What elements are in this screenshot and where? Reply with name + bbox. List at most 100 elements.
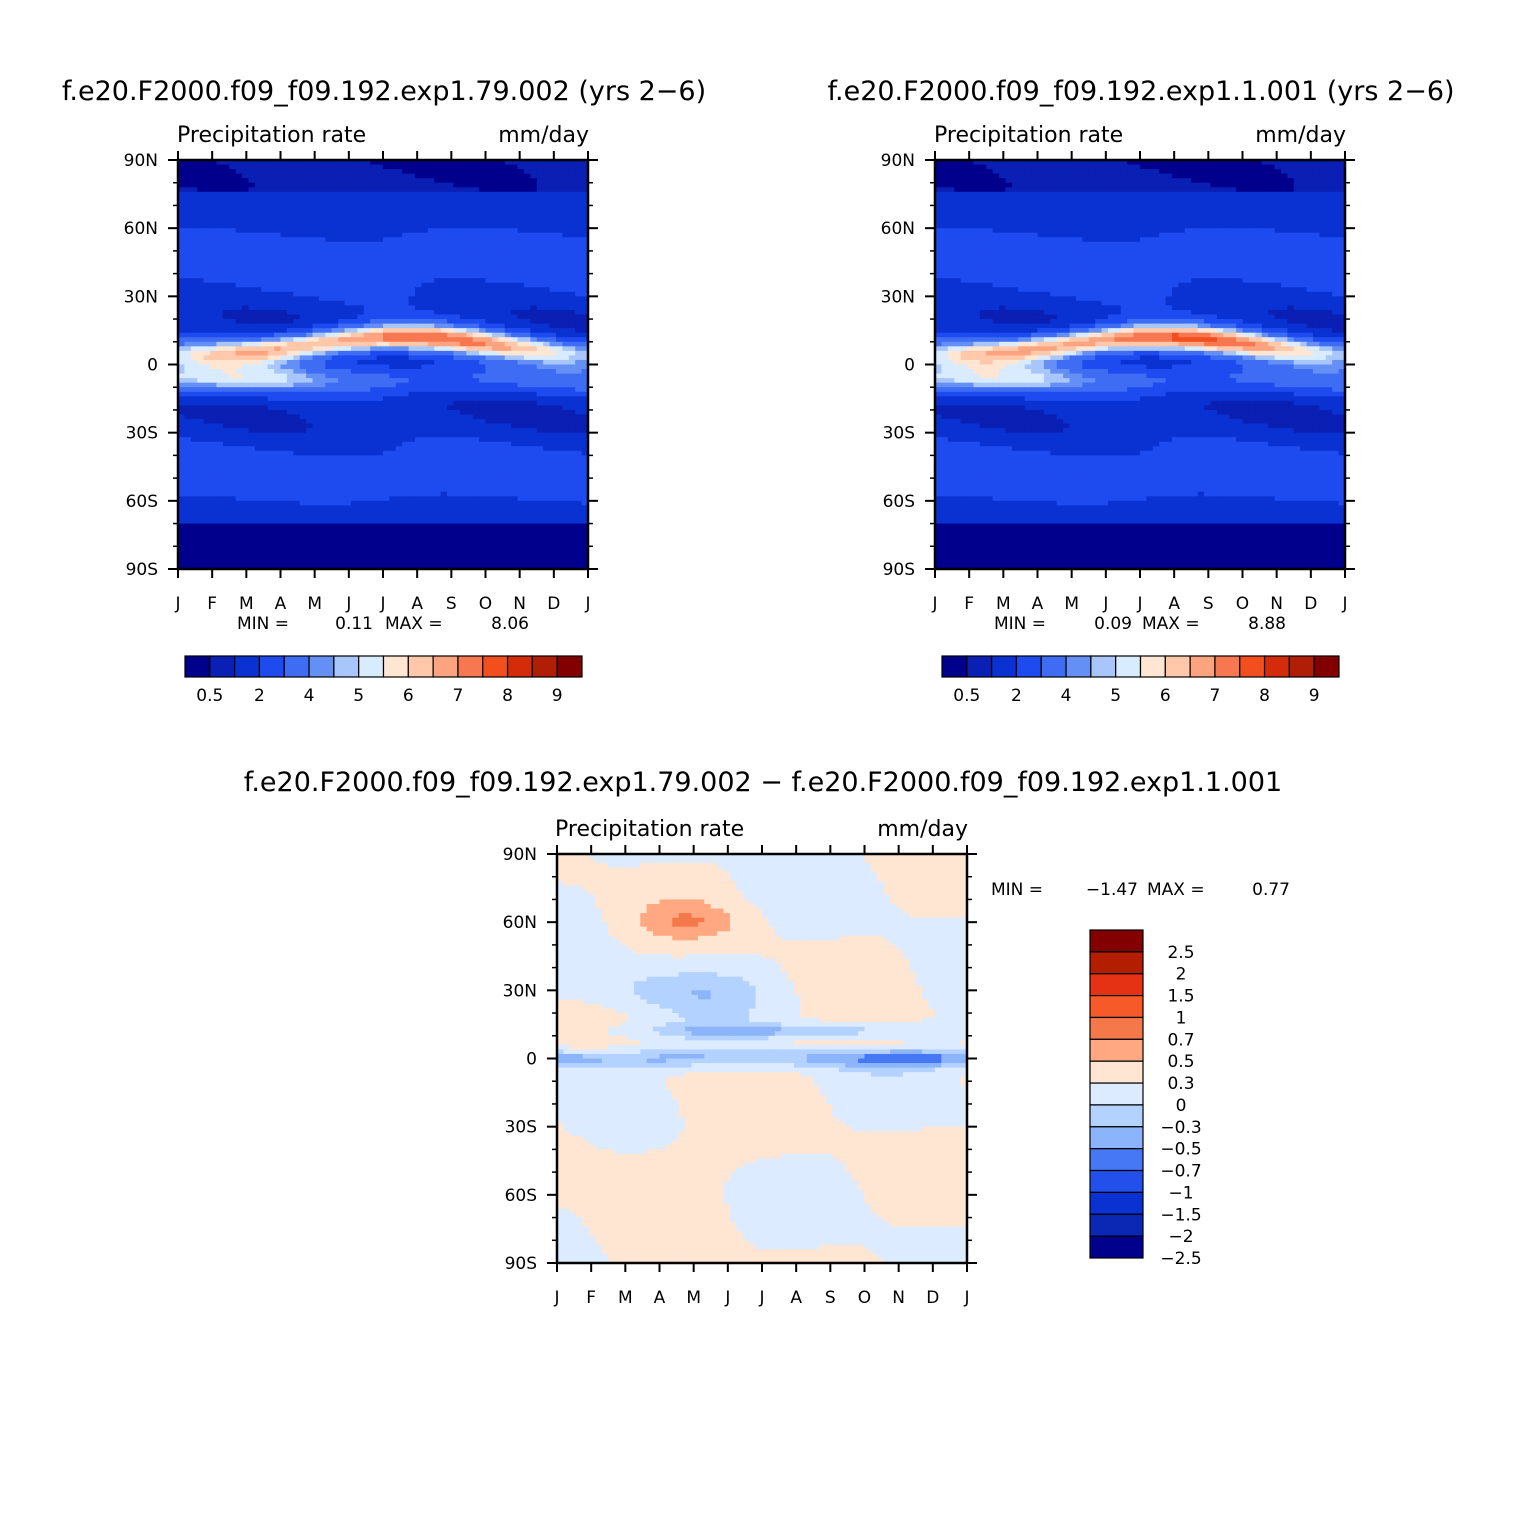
- contour-cell: [415, 473, 423, 479]
- contour-cell: [447, 187, 455, 193]
- contour-cell: [274, 478, 282, 484]
- contour-cell: [575, 428, 583, 434]
- contour-cell: [203, 178, 211, 184]
- contour-cell: [235, 482, 243, 488]
- contour-cell: [178, 259, 186, 266]
- contour-cell: [517, 364, 525, 370]
- contour-cell: [408, 232, 416, 238]
- contour-cell: [190, 391, 198, 397]
- contour-cell: [383, 255, 391, 261]
- contour-cell: [523, 419, 531, 425]
- contour-cell: [530, 469, 538, 475]
- contour-cell: [581, 259, 589, 266]
- contour-cell: [440, 160, 448, 166]
- contour-cell: [331, 250, 339, 257]
- contour-cell: [504, 419, 512, 425]
- contour-cell: [491, 305, 499, 311]
- contour-cell: [389, 428, 397, 434]
- max-label: MAX =: [385, 614, 443, 634]
- contour-cell: [376, 387, 384, 393]
- contour-cell: [434, 437, 442, 443]
- contour-cell: [210, 464, 218, 470]
- contour-cell: [536, 491, 544, 497]
- contour-cell: [286, 241, 294, 247]
- contour-cell: [216, 346, 224, 352]
- contour-cell: [415, 328, 423, 334]
- contour-cell: [267, 509, 275, 516]
- contour-cell: [242, 219, 250, 225]
- contour-cell: [575, 164, 583, 170]
- contour-cell: [376, 287, 384, 293]
- contour-cell: [376, 432, 384, 438]
- contour-cell: [453, 441, 461, 447]
- contour-cell: [581, 373, 589, 379]
- contour-cell: [363, 232, 371, 238]
- contour-cell: [210, 473, 218, 479]
- contour-cell: [383, 264, 391, 270]
- contour-cell: [235, 219, 243, 225]
- contour-cell: [267, 191, 275, 197]
- contour-cell: [370, 423, 378, 429]
- contour-cell: [357, 278, 365, 284]
- contour-cell: [350, 341, 358, 347]
- contour-cell: [331, 382, 339, 388]
- contour-cell: [274, 264, 282, 270]
- contour-cell: [293, 300, 301, 307]
- contour-cell: [254, 482, 262, 488]
- contour-cell: [274, 500, 282, 506]
- contour-cell: [325, 164, 333, 170]
- contour-cell: [427, 391, 435, 397]
- contour-cell: [363, 164, 371, 170]
- contour-cell: [318, 382, 326, 388]
- contour-cell: [479, 464, 487, 470]
- contour-cell: [376, 400, 384, 406]
- contour-cell: [370, 419, 378, 425]
- contour-cell: [338, 350, 346, 357]
- contour-cell: [274, 191, 282, 197]
- contour-cell: [248, 396, 256, 402]
- contour-cell: [408, 496, 416, 502]
- contour-cell: [331, 169, 339, 175]
- contour-cell: [222, 491, 230, 497]
- contour-cell: [459, 364, 467, 370]
- contour-cell: [383, 350, 391, 357]
- contour-cell: [549, 287, 557, 293]
- contour-cell: [274, 369, 282, 375]
- contour-cell: [299, 314, 307, 320]
- contour-cell: [267, 309, 275, 316]
- contour-cell: [402, 250, 410, 257]
- contour-cell: [197, 246, 205, 252]
- contour-cell: [415, 287, 423, 293]
- contour-cell: [286, 223, 294, 229]
- contour-cell: [222, 228, 230, 234]
- contour-cell: [350, 346, 358, 352]
- contour-cell: [190, 487, 198, 493]
- contour-cell: [530, 437, 538, 443]
- contour-cell: [453, 228, 461, 234]
- contour-cell: [331, 414, 339, 420]
- contour-cell: [184, 428, 192, 434]
- contour-cell: [248, 409, 256, 416]
- contour-cell: [184, 423, 192, 429]
- contour-cell: [581, 328, 589, 334]
- contour-cell: [555, 300, 563, 307]
- contour-cell: [466, 378, 474, 384]
- contour-cell: [568, 187, 576, 193]
- contour-cell: [517, 491, 525, 497]
- contour-cell: [466, 464, 474, 470]
- contour-cell: [299, 255, 307, 261]
- contour-cell: [190, 169, 198, 175]
- contour-cell: [530, 273, 538, 279]
- contour-cell: [427, 182, 435, 188]
- contour-cell: [254, 369, 262, 375]
- contour-cell: [511, 391, 519, 397]
- contour-cell: [498, 359, 506, 366]
- contour-cell: [466, 459, 474, 466]
- contour-cell: [504, 400, 512, 406]
- contour-cell: [453, 196, 461, 202]
- contour-cell: [306, 250, 314, 257]
- contour-cell: [498, 309, 506, 316]
- contour-cell: [318, 305, 326, 311]
- contour-cell: [306, 300, 314, 307]
- contour-cell: [511, 464, 519, 470]
